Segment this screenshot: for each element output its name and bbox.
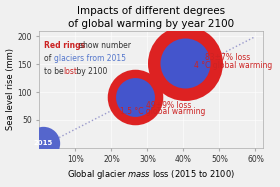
Text: lost: lost bbox=[63, 67, 77, 76]
Text: 4 °C global warming: 4 °C global warming bbox=[194, 61, 272, 70]
Point bbox=[183, 62, 188, 65]
Title: Impacts of different degrees
of global warming by year 2100: Impacts of different degrees of global w… bbox=[68, 6, 234, 29]
Text: 2015: 2015 bbox=[33, 140, 53, 146]
Point bbox=[133, 95, 137, 98]
Text: of: of bbox=[44, 54, 54, 63]
Text: 49±9% loss: 49±9% loss bbox=[146, 101, 191, 110]
Text: 1.5 °C global warming: 1.5 °C global warming bbox=[120, 107, 206, 116]
Text: 83±7% loss: 83±7% loss bbox=[205, 53, 250, 62]
Y-axis label: Sea level rise (mm): Sea level rise (mm) bbox=[6, 48, 15, 130]
X-axis label: Global glacier $\it{mass}$ loss (2015 to 2100): Global glacier $\it{mass}$ loss (2015 to… bbox=[67, 168, 235, 181]
Point bbox=[41, 142, 45, 145]
Text: glaciers from 2015: glaciers from 2015 bbox=[54, 54, 126, 63]
Text: by 2100: by 2100 bbox=[74, 67, 108, 76]
Point bbox=[183, 62, 188, 65]
Point bbox=[133, 95, 137, 98]
Text: Red rings: Red rings bbox=[44, 42, 85, 50]
Text: show number: show number bbox=[78, 42, 130, 50]
Text: to be: to be bbox=[44, 67, 66, 76]
